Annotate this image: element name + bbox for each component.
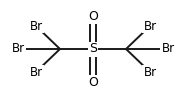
Text: Br: Br <box>143 65 157 78</box>
Text: Br: Br <box>161 43 175 55</box>
Text: O: O <box>88 75 98 88</box>
Text: Br: Br <box>29 65 43 78</box>
Text: Br: Br <box>29 20 43 33</box>
Text: S: S <box>89 43 97 55</box>
Text: Br: Br <box>143 20 157 33</box>
Text: O: O <box>88 10 98 23</box>
Text: Br: Br <box>11 43 25 55</box>
